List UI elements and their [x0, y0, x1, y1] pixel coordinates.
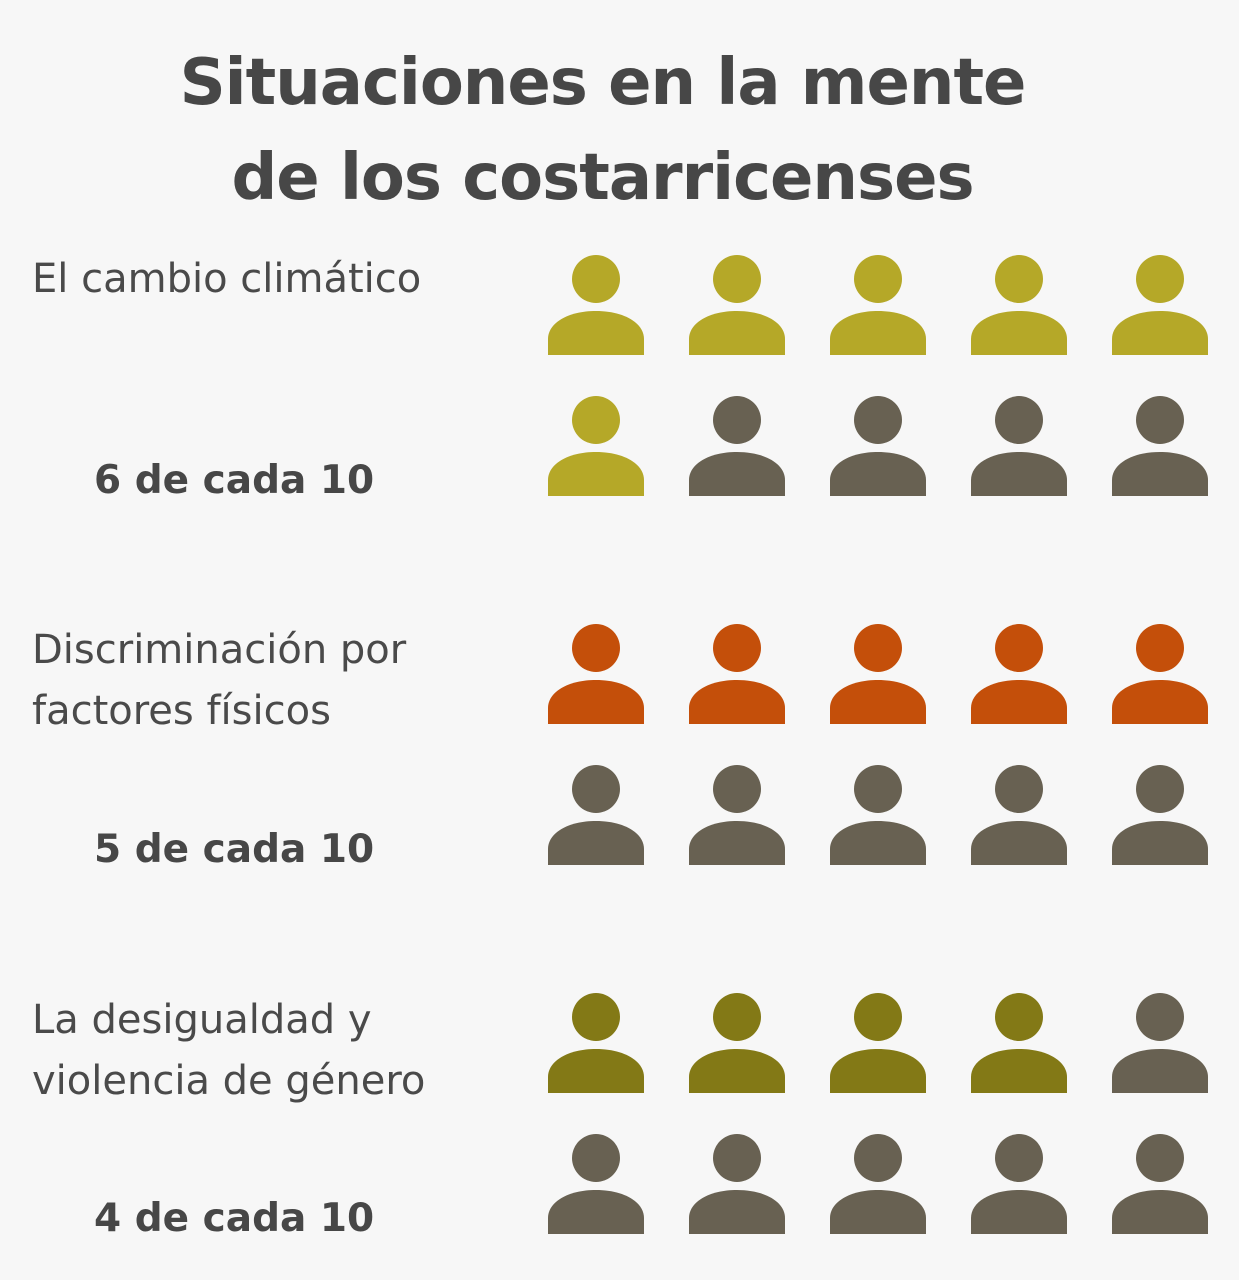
- group-label-line: violencia de género: [32, 1058, 426, 1104]
- person-icon: [1112, 1134, 1208, 1234]
- person-icon-highlighted: [971, 255, 1067, 355]
- group-ratio-gender: 4 de cada 10: [94, 1196, 375, 1241]
- person-icon-highlighted: [689, 255, 785, 355]
- person-icon-highlighted: [971, 624, 1067, 724]
- person-icon: [689, 765, 785, 865]
- group-label-climate: El cambio climático: [32, 249, 421, 310]
- person-icon: [971, 396, 1067, 496]
- person-icon-highlighted: [548, 624, 644, 724]
- pictogram-grid-gender: [546, 993, 1226, 1241]
- person-icon-highlighted: [548, 255, 644, 355]
- person-icon: [830, 765, 926, 865]
- chart-title-line-1: Situaciones en la mente: [179, 46, 1027, 120]
- person-icon: [971, 1134, 1067, 1234]
- chart-title-line-2: de los costarricenses: [231, 141, 974, 215]
- group-label-line: El cambio climático: [32, 256, 422, 302]
- group-label-line: Discriminación por: [32, 627, 407, 673]
- pictogram-grid-climate: [546, 255, 1226, 503]
- person-icon-highlighted: [1112, 624, 1208, 724]
- person-icon: [1112, 396, 1208, 496]
- group-ratio-discrimination: 5 de cada 10: [94, 827, 375, 872]
- person-icon: [1112, 765, 1208, 865]
- person-icon: [830, 1134, 926, 1234]
- group-label-line: La desigualdad y: [32, 997, 372, 1043]
- person-icon-highlighted: [548, 396, 644, 496]
- pictogram-grid-discrimination: [546, 624, 1226, 872]
- group-label-line: factores físicos: [32, 688, 331, 734]
- person-icon: [1112, 993, 1208, 1093]
- person-icon-highlighted: [830, 255, 926, 355]
- group-label-discrimination: Discriminación por factores físicos: [32, 620, 406, 742]
- chart-title: Situaciones en la mente de los costarric…: [0, 36, 1205, 226]
- person-icon-highlighted: [548, 993, 644, 1093]
- person-icon-highlighted: [830, 993, 926, 1093]
- person-icon: [548, 1134, 644, 1234]
- person-icon: [689, 1134, 785, 1234]
- person-icon-highlighted: [689, 993, 785, 1093]
- person-icon-highlighted: [830, 624, 926, 724]
- person-icon-highlighted: [689, 624, 785, 724]
- person-icon: [689, 396, 785, 496]
- person-icon-highlighted: [971, 993, 1067, 1093]
- person-icon: [830, 396, 926, 496]
- group-label-gender: La desigualdad y violencia de género: [32, 990, 425, 1112]
- person-icon-highlighted: [1112, 255, 1208, 355]
- person-icon: [548, 765, 644, 865]
- person-icon: [971, 765, 1067, 865]
- group-ratio-climate: 6 de cada 10: [94, 458, 375, 503]
